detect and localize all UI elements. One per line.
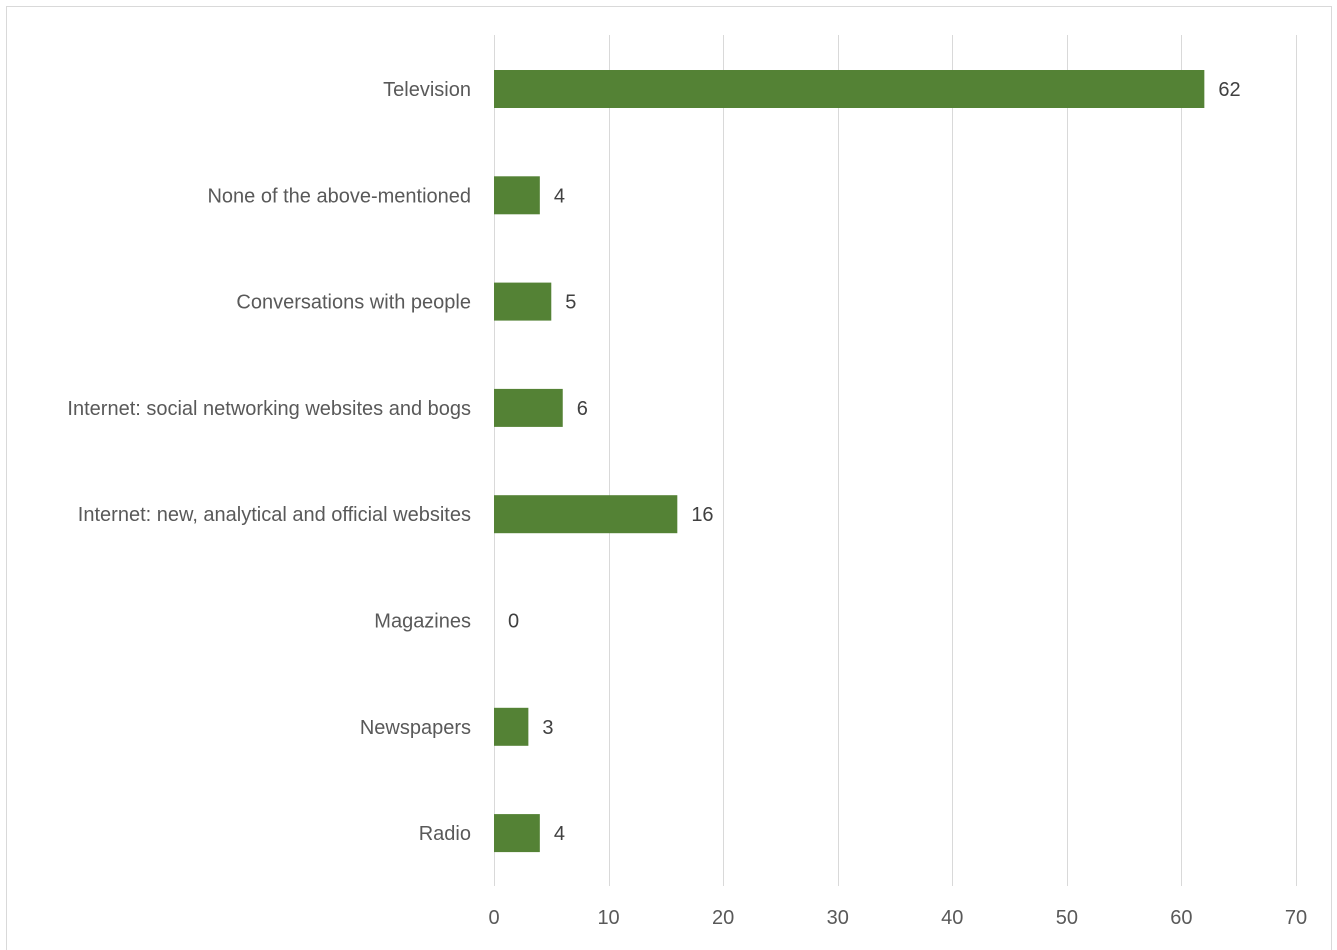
category-label: Television (383, 79, 471, 101)
x-axis-tick-labels: 0 10 20 30 40 50 60 70 (488, 907, 1307, 929)
data-label: 3 (542, 717, 553, 739)
data-label: 62 (1218, 79, 1240, 101)
x-tick-label: 0 (488, 907, 499, 929)
x-tick-label: 20 (712, 907, 734, 929)
chart-frame (6, 6, 1332, 950)
category-label: Internet: new, analytical and official w… (78, 504, 471, 526)
bars (494, 70, 1205, 853)
bar (494, 70, 1205, 108)
data-label: 5 (565, 292, 576, 314)
x-tick-label: 50 (1056, 907, 1078, 929)
gridlines (494, 35, 1297, 886)
data-label: 4 (554, 823, 565, 845)
x-tick-label: 30 (827, 907, 849, 929)
bar (494, 707, 529, 746)
x-tick-label: 40 (941, 907, 963, 929)
x-tick-label: 10 (597, 907, 619, 929)
data-label: 4 (554, 185, 565, 207)
bar (494, 814, 540, 853)
category-label: Newspapers (360, 717, 471, 739)
category-label: Radio (419, 823, 471, 845)
category-label: None of the above-mentioned (207, 185, 471, 207)
bar (494, 282, 552, 321)
x-tick-label: 70 (1285, 907, 1307, 929)
category-label: Magazines (374, 611, 471, 633)
category-labels: Television None of the above-mentioned Con… (67, 79, 471, 845)
category-label: Conversations with people (236, 292, 471, 314)
data-labels: 62 4 5 6 16 0 3 4 (508, 79, 1241, 845)
bar (494, 176, 540, 215)
data-label: 0 (508, 611, 519, 633)
bar (494, 388, 563, 427)
x-tick-label: 60 (1170, 907, 1192, 929)
data-label: 6 (577, 398, 588, 420)
data-label: 16 (691, 504, 713, 526)
category-label: Internet: social networking websites and… (67, 398, 471, 420)
bar (494, 495, 678, 534)
